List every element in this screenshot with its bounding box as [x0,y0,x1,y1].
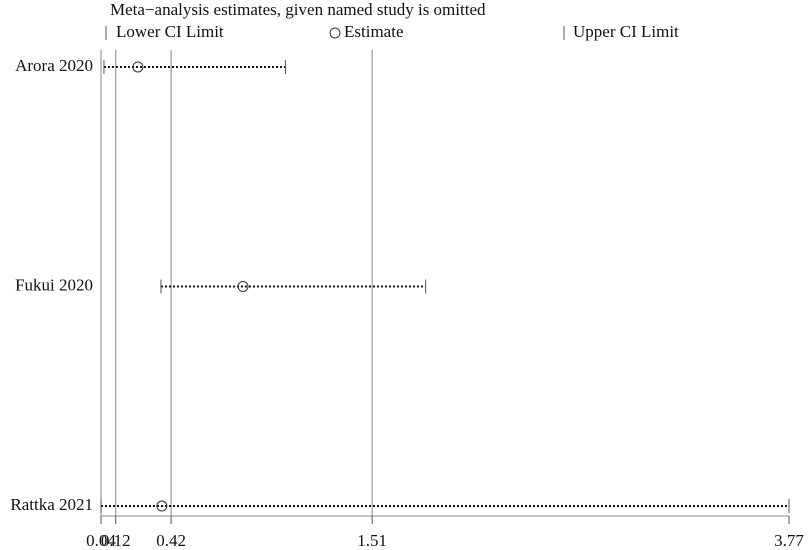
y-tick-label: Arora 2020 [15,56,93,75]
estimate-point [156,500,168,512]
chart-title: Meta−analysis estimates, given named stu… [110,0,486,19]
legend-estimate: Estimate [344,22,403,41]
x-tick-label: 0.12 [101,531,131,550]
x-tick-label: 1.51 [357,531,387,550]
legend-lower: Lower CI Limit [116,22,224,41]
legend-upper: Upper CI Limit [573,22,679,41]
x-tick-label: 0.42 [156,531,186,550]
estimate-point [132,61,144,73]
y-tick-label: Fukui 2020 [15,275,93,294]
estimate-point [237,281,249,292]
x-tick-label: 3.77 [774,531,804,550]
y-tick-label: Rattka 2021 [10,495,93,514]
x-tick-label: 0.04 [86,531,116,550]
legend-estimate-symbol [329,27,341,39]
